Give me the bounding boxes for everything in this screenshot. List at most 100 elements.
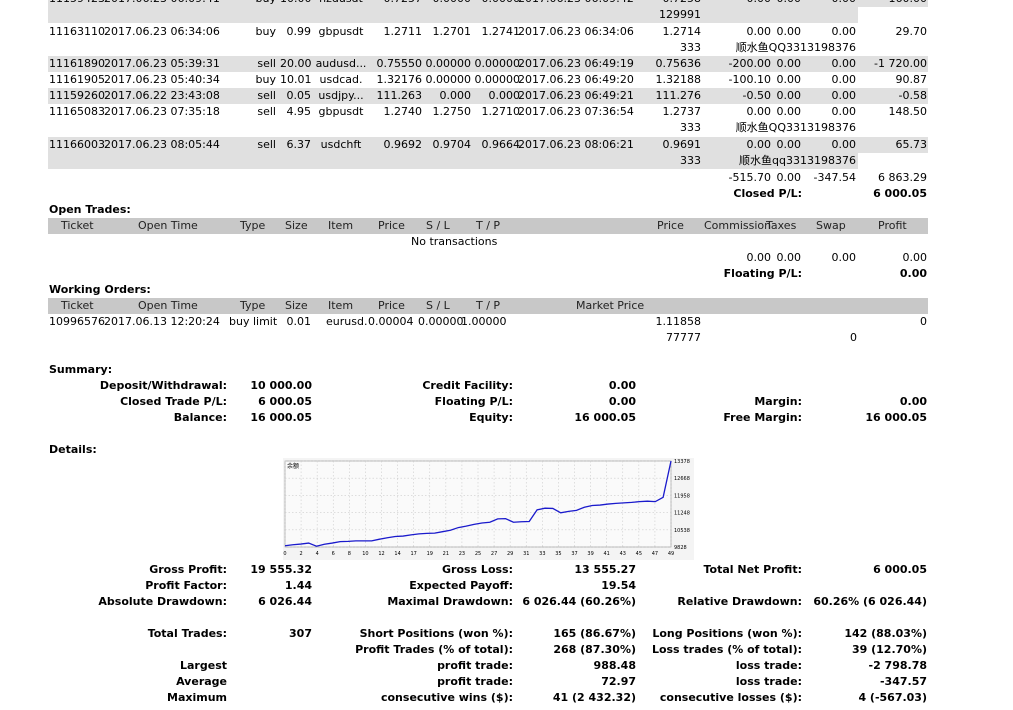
taxes: 0.00 bbox=[776, 89, 802, 102]
free-margin-label: Free Margin: bbox=[723, 411, 802, 424]
col-tp: T / P bbox=[476, 299, 501, 312]
tp: 0.000 bbox=[488, 89, 521, 102]
x-tick-label: 27 bbox=[491, 551, 497, 557]
stat-value: 4 (-567.03) bbox=[858, 691, 927, 704]
col-price: Price bbox=[378, 299, 405, 312]
x-tick-label: 37 bbox=[571, 551, 577, 557]
x-tick-label: 45 bbox=[636, 551, 642, 557]
stat-label: Loss trades (% of total): bbox=[651, 643, 802, 656]
ticket: 11159260 bbox=[49, 89, 105, 102]
comment: 顺水鱼QQ3313198376 bbox=[735, 121, 856, 134]
x-tick-label: 2 bbox=[299, 551, 302, 557]
profit: 0 bbox=[920, 315, 927, 328]
sl: 0.00000 bbox=[418, 315, 464, 328]
floating-pl-value: 0.00 bbox=[899, 267, 927, 280]
col-item: Item bbox=[328, 299, 354, 312]
open-time: 2017.06.23 06:34:06 bbox=[104, 25, 220, 38]
stat-label: Average bbox=[176, 675, 227, 688]
item: usdchft bbox=[320, 138, 362, 151]
stat-label: Absolute Drawdown: bbox=[98, 595, 227, 608]
item: eurusd. bbox=[326, 315, 368, 328]
stat-value: 268 (87.30%) bbox=[553, 643, 636, 656]
taxes: 0.00 bbox=[776, 73, 802, 86]
profit: -0.58 bbox=[898, 89, 927, 102]
sl: 0.0000 bbox=[422, 0, 472, 7]
x-tick-label: 10 bbox=[362, 551, 368, 557]
x-tick-label: 33 bbox=[539, 551, 545, 557]
balance-chart: 余额 0 2 4 6 8 10 12 14 17 19 21 23 25 27 29 31 33 35 37 39 41… bbox=[283, 458, 694, 560]
stat-label: Profit Trades (% of total): bbox=[355, 643, 513, 656]
balance-label: Balance: bbox=[173, 411, 227, 424]
market-price-line2: 77777 bbox=[666, 331, 701, 344]
open-trades-header: Ticket Open Time Type Size Item Price S … bbox=[48, 218, 928, 234]
x-tick-label: 8 bbox=[348, 551, 351, 557]
sl: 0.9704 bbox=[432, 138, 472, 151]
col-size: Size bbox=[285, 299, 308, 312]
sl: 1.2701 bbox=[432, 25, 472, 38]
open-time: 2017.06.23 05:40:34 bbox=[104, 73, 220, 86]
profit-total: 6 863.29 bbox=[878, 171, 927, 184]
profit: 29.70 bbox=[895, 25, 928, 38]
stat-value: 988.48 bbox=[593, 659, 636, 672]
y-tick-label: 11248 bbox=[674, 511, 690, 517]
stat-label: profit trade: bbox=[437, 675, 513, 688]
col-item: Item bbox=[328, 219, 354, 232]
ticket: 11163110 bbox=[49, 25, 105, 38]
size: 6.37 bbox=[286, 138, 312, 151]
col-open-time: Open Time bbox=[138, 219, 198, 232]
open-time: 2017.06.23 05:39:31 bbox=[104, 57, 220, 70]
taxes-total: 0.00 bbox=[776, 171, 802, 184]
sl: 0.00000 bbox=[425, 57, 472, 70]
item: gbpusdt bbox=[318, 25, 364, 38]
close-time: 2017.06.23 06:49:20 bbox=[518, 73, 634, 86]
size: 0.99 bbox=[286, 25, 312, 38]
credit-label: Credit Facility: bbox=[422, 379, 513, 392]
col-commission: Commission bbox=[704, 219, 772, 232]
close-price-line2: 333 bbox=[680, 121, 701, 134]
commission: -200.00 bbox=[728, 57, 771, 70]
commission: 0.00 bbox=[746, 25, 772, 38]
x-tick-label: 19 bbox=[427, 551, 433, 557]
balance-line bbox=[284, 460, 672, 547]
floating-pl-label: Floating P/L: bbox=[723, 267, 802, 280]
x-tick-label: 14 bbox=[394, 551, 400, 557]
y-tick-label: 10538 bbox=[674, 528, 690, 534]
close-price-line2: 129991 bbox=[659, 8, 701, 21]
size: 0.05 bbox=[286, 89, 312, 102]
comment: 顺水鱼QQ3313198376 bbox=[735, 41, 856, 54]
size: 10.00 bbox=[280, 0, 312, 7]
close-time: 2017.06.23 08:06:21 bbox=[518, 138, 634, 151]
stat-value: 39 (12.70%) bbox=[851, 643, 927, 656]
item: nzdusdt bbox=[312, 0, 370, 7]
close-time: 2017.06.23 07:36:54 bbox=[518, 105, 634, 118]
item: usdcad. bbox=[319, 73, 363, 86]
price: 0.9692 bbox=[383, 138, 423, 151]
col-sl: S / L bbox=[426, 299, 450, 312]
stat-label: Short Positions (won %): bbox=[359, 627, 513, 640]
y-tick-label: 13378 bbox=[674, 459, 690, 465]
row-shade bbox=[48, 7, 858, 23]
col-open-time: Open Time bbox=[138, 299, 198, 312]
working-orders-header: Ticket Open Time Type Size Item Price S … bbox=[48, 298, 928, 314]
stat-value: -347.57 bbox=[879, 675, 927, 688]
ticket: 11166003 bbox=[49, 138, 105, 151]
x-tick-label: 25 bbox=[475, 551, 481, 557]
open-time: 2017.06.23 07:35:18 bbox=[104, 105, 220, 118]
stat-label: Gross Profit: bbox=[149, 563, 227, 576]
col-profit: Profit bbox=[878, 219, 907, 232]
price: 0.7257 bbox=[370, 0, 423, 7]
close-time: 2017.06.23 06:09:42 bbox=[518, 0, 634, 7]
stat-label: Largest bbox=[180, 659, 227, 672]
open-swap-total: 0.00 bbox=[831, 251, 857, 264]
type: sell bbox=[257, 138, 276, 151]
closed-trade-value: 6 000.05 bbox=[258, 395, 312, 408]
type: sell bbox=[257, 89, 276, 102]
stat-label: Maximum bbox=[167, 691, 227, 704]
stat-value: 13 555.27 bbox=[574, 563, 636, 576]
swap: 0 bbox=[850, 331, 857, 344]
stat-value: 19.54 bbox=[601, 579, 636, 592]
col-size: Size bbox=[285, 219, 308, 232]
x-tick-label: 49 bbox=[668, 551, 674, 557]
stat-label: Profit Factor: bbox=[145, 579, 227, 592]
stat-value: -2 798.78 bbox=[868, 659, 928, 672]
